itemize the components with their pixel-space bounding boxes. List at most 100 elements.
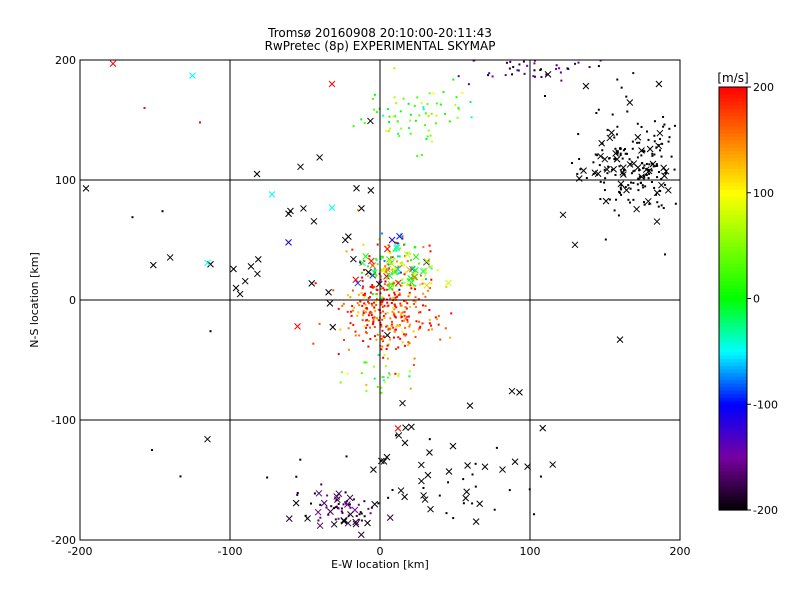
data-point — [389, 317, 392, 320]
colorbar-band — [719, 347, 747, 352]
colorbar-band — [719, 354, 747, 360]
data-point — [392, 306, 395, 309]
data-point — [599, 198, 602, 201]
data-point-x — [603, 166, 611, 173]
plot-frame — [79, 59, 681, 541]
data-point — [533, 75, 536, 78]
data-point-x — [594, 170, 602, 178]
data-point — [662, 125, 665, 128]
data-point-x — [362, 252, 370, 260]
data-point-x — [662, 167, 670, 175]
data-point-x — [328, 204, 336, 211]
data-point — [427, 328, 430, 331]
data-point — [387, 496, 390, 499]
data-point — [342, 302, 345, 305]
colorbar-band — [719, 132, 747, 137]
data-point — [533, 62, 536, 65]
data-point-x — [359, 259, 366, 267]
data-point-x — [511, 458, 519, 466]
data-point — [340, 371, 343, 374]
data-point-x — [386, 258, 393, 266]
data-point — [391, 283, 394, 286]
data-point — [394, 372, 397, 375]
data-point-x — [328, 80, 336, 88]
data-point-x — [315, 489, 323, 497]
data-point — [643, 150, 646, 153]
data-point — [375, 300, 378, 303]
data-point — [314, 282, 317, 285]
data-point — [383, 381, 386, 384]
data-point-x — [401, 439, 409, 447]
data-point — [462, 502, 465, 505]
data-point — [615, 149, 618, 152]
data-point — [624, 148, 627, 151]
data-point — [624, 186, 627, 189]
data-point — [648, 203, 651, 206]
data-point — [403, 243, 406, 246]
data-point-x — [660, 164, 668, 172]
data-point — [638, 175, 641, 178]
data-point — [413, 286, 416, 289]
data-point — [381, 318, 384, 321]
data-point-x — [423, 258, 430, 266]
colorbar-band — [719, 323, 747, 328]
data-point — [452, 78, 455, 81]
data-point — [402, 97, 405, 100]
data-point — [533, 59, 536, 62]
data-point — [365, 326, 368, 329]
colorbar-band — [719, 485, 747, 490]
data-point — [398, 288, 401, 291]
data-point — [364, 330, 367, 333]
data-point-x — [623, 186, 630, 194]
data-point — [555, 64, 558, 67]
data-point-x — [658, 181, 665, 189]
colorbar-band — [719, 150, 747, 155]
data-point — [383, 260, 386, 263]
data-point — [406, 283, 409, 286]
data-point — [626, 152, 629, 155]
data-point — [616, 152, 619, 155]
data-point — [337, 353, 340, 356]
colorbar: -200 -100 0 100 200 [m/s] — [717, 71, 778, 517]
colorbar-band — [719, 287, 747, 293]
data-point-x — [653, 218, 661, 225]
colorbar-band — [719, 443, 747, 448]
data-point — [406, 315, 409, 318]
data-point — [369, 310, 372, 313]
data-point — [405, 307, 408, 310]
data-point — [614, 173, 617, 176]
data-point — [560, 79, 563, 82]
colorbar-band — [719, 344, 747, 349]
data-point — [601, 149, 604, 152]
data-point — [345, 250, 348, 253]
data-point — [420, 101, 423, 104]
data-point-x — [377, 457, 385, 465]
data-point — [603, 189, 606, 192]
data-point — [352, 498, 355, 501]
data-point — [614, 158, 617, 161]
data-point — [588, 66, 591, 69]
data-point — [611, 168, 614, 171]
data-point — [414, 119, 417, 122]
data-point — [387, 130, 390, 133]
colorbar-band — [719, 118, 747, 123]
data-point — [419, 274, 422, 277]
data-point — [379, 278, 382, 281]
data-point — [339, 381, 342, 384]
data-point — [403, 273, 406, 276]
data-point — [655, 163, 658, 166]
data-point — [384, 265, 387, 268]
data-point — [627, 198, 630, 201]
data-point — [428, 318, 431, 321]
data-point — [393, 330, 396, 333]
data-point — [618, 190, 621, 193]
data-point — [472, 59, 475, 62]
data-point-x — [638, 147, 645, 154]
data-point — [339, 328, 342, 331]
colorbar-tick-label: 0 — [753, 293, 760, 306]
data-point — [380, 348, 383, 351]
data-point — [349, 296, 352, 299]
data-point — [404, 326, 407, 329]
colorbar-band — [719, 101, 747, 106]
data-point — [367, 300, 370, 303]
